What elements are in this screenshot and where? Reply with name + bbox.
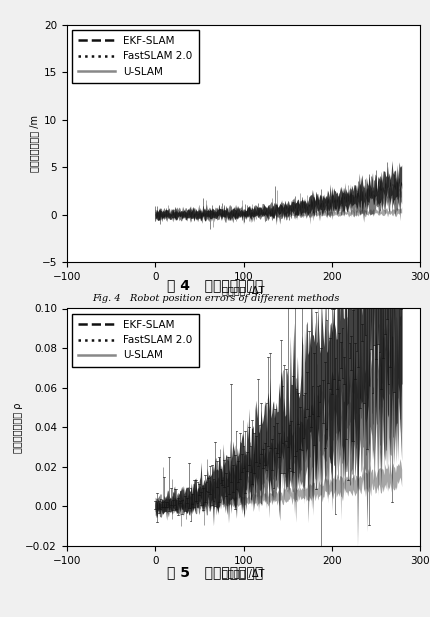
Y-axis label: 机器人角度误差 ρ: 机器人角度误差 ρ bbox=[12, 402, 22, 452]
Legend: EKF-SLAM, FastSLAM 2.0, U-SLAM: EKF-SLAM, FastSLAM 2.0, U-SLAM bbox=[72, 30, 198, 83]
Text: Fig. 4   Robot position errors of different methods: Fig. 4 Robot position errors of differen… bbox=[92, 294, 338, 303]
X-axis label: 采样时刻 /ΔT: 采样时刻 /ΔT bbox=[222, 568, 264, 579]
Text: 图 5   机器人角度误差: 图 5 机器人角度误差 bbox=[167, 566, 263, 579]
Y-axis label: 机器人位置误差 /m: 机器人位置误差 /m bbox=[29, 115, 39, 172]
Text: 图 4   机器人位置误差: 图 4 机器人位置误差 bbox=[167, 278, 263, 292]
X-axis label: 采样时刻 /ΔT: 采样时刻 /ΔT bbox=[222, 284, 264, 295]
Legend: EKF-SLAM, FastSLAM 2.0, U-SLAM: EKF-SLAM, FastSLAM 2.0, U-SLAM bbox=[72, 313, 198, 366]
